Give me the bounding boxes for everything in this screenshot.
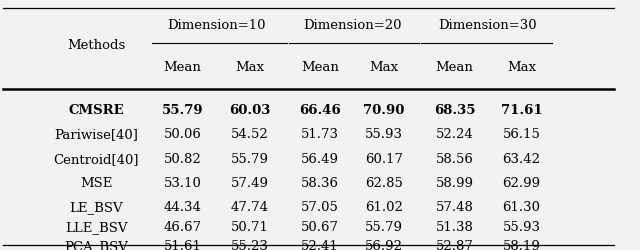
Text: Methods: Methods	[67, 38, 125, 52]
Text: 55.79: 55.79	[365, 220, 403, 233]
Text: 52.87: 52.87	[435, 239, 474, 250]
Text: 57.05: 57.05	[301, 200, 339, 213]
Text: 47.74: 47.74	[230, 200, 269, 213]
Text: LLE_BSV: LLE_BSV	[65, 220, 127, 233]
Text: 51.61: 51.61	[163, 239, 202, 250]
Text: 44.34: 44.34	[163, 200, 202, 213]
Text: 56.49: 56.49	[301, 152, 339, 165]
Text: CMSRE: CMSRE	[68, 104, 124, 117]
Text: 53.10: 53.10	[163, 176, 202, 189]
Text: 62.85: 62.85	[365, 176, 403, 189]
Text: PCA_BSV: PCA_BSV	[64, 239, 128, 250]
Text: 50.71: 50.71	[230, 220, 269, 233]
Text: 58.19: 58.19	[502, 239, 541, 250]
Text: 62.99: 62.99	[502, 176, 541, 189]
Text: Dimension=20: Dimension=20	[303, 18, 401, 32]
Text: 46.67: 46.67	[163, 220, 202, 233]
Text: Dimension=10: Dimension=10	[167, 18, 265, 32]
Text: Mean: Mean	[163, 61, 202, 74]
Text: 68.35: 68.35	[434, 104, 475, 117]
Text: Max: Max	[369, 61, 399, 74]
Text: 55.79: 55.79	[161, 104, 204, 117]
Text: 52.24: 52.24	[436, 128, 473, 141]
Text: 61.02: 61.02	[365, 200, 403, 213]
Text: 56.92: 56.92	[365, 239, 403, 250]
Text: 61.30: 61.30	[502, 200, 541, 213]
Text: Pariwise[40]: Pariwise[40]	[54, 128, 138, 141]
Text: 55.93: 55.93	[502, 220, 541, 233]
Text: 50.06: 50.06	[163, 128, 202, 141]
Text: 50.67: 50.67	[301, 220, 339, 233]
Text: Mean: Mean	[435, 61, 474, 74]
Text: 55.23: 55.23	[230, 239, 269, 250]
Text: 66.46: 66.46	[299, 104, 341, 117]
Text: 70.90: 70.90	[364, 104, 404, 117]
Text: Max: Max	[235, 61, 264, 74]
Text: Centroid[40]: Centroid[40]	[53, 152, 139, 165]
Text: 57.49: 57.49	[230, 176, 269, 189]
Text: 58.36: 58.36	[301, 176, 339, 189]
Text: 60.17: 60.17	[365, 152, 403, 165]
Text: Dimension=30: Dimension=30	[438, 18, 538, 32]
Text: 51.38: 51.38	[435, 220, 474, 233]
Text: Max: Max	[507, 61, 536, 74]
Text: 58.99: 58.99	[435, 176, 474, 189]
Text: 52.41: 52.41	[301, 239, 339, 250]
Text: 55.93: 55.93	[365, 128, 403, 141]
Text: 51.73: 51.73	[301, 128, 339, 141]
Text: 63.42: 63.42	[502, 152, 541, 165]
Text: 58.56: 58.56	[435, 152, 474, 165]
Text: 50.82: 50.82	[164, 152, 201, 165]
Text: 54.52: 54.52	[231, 128, 268, 141]
Text: LE_BSV: LE_BSV	[69, 200, 123, 213]
Text: Mean: Mean	[301, 61, 339, 74]
Text: 57.48: 57.48	[435, 200, 474, 213]
Text: 60.03: 60.03	[229, 104, 270, 117]
Text: MSE: MSE	[80, 176, 112, 189]
Text: 55.79: 55.79	[230, 152, 269, 165]
Text: 71.61: 71.61	[500, 104, 543, 117]
Text: 56.15: 56.15	[502, 128, 541, 141]
